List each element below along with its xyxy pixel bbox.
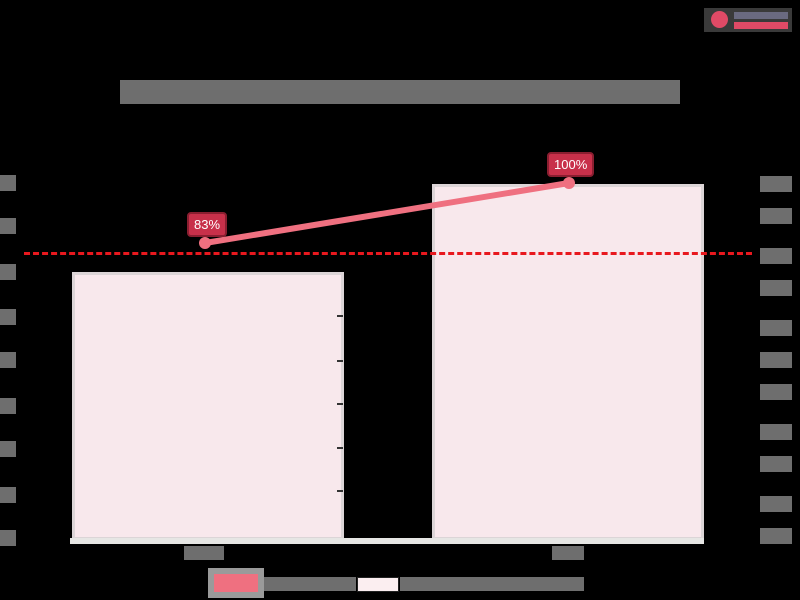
x-label-2	[552, 546, 584, 560]
y-right-tick	[760, 176, 792, 192]
y-left-tick	[0, 441, 16, 457]
reference-line	[24, 252, 752, 255]
y-right-tick	[760, 352, 792, 368]
bar-category-1	[72, 272, 344, 540]
y-right-tick	[760, 208, 792, 224]
data-label-1: 83%	[187, 212, 228, 237]
logo-text-bottom	[734, 22, 788, 29]
y-right-tick	[760, 424, 792, 440]
axis-tick	[337, 403, 343, 405]
y-left-tick	[0, 530, 16, 546]
axis-tick	[337, 315, 343, 317]
y-right-tick	[760, 280, 792, 296]
y-right-tick	[760, 248, 792, 264]
y-right-tick	[760, 456, 792, 472]
brand-logo	[704, 8, 792, 32]
y-left-tick	[0, 264, 16, 280]
data-label-2: 100%	[547, 152, 595, 177]
logo-text-top	[734, 12, 788, 19]
legend-swatch-bar	[357, 577, 399, 592]
y-right-tick	[760, 384, 792, 400]
axis-tick	[337, 490, 343, 492]
logo-icon	[711, 11, 728, 28]
x-axis-baseline	[70, 538, 704, 544]
axis-tick	[337, 447, 343, 449]
y-right-tick	[760, 320, 792, 336]
y-left-tick	[0, 175, 16, 191]
y-right-tick	[760, 496, 792, 512]
x-label-1	[184, 546, 224, 560]
bar-category-2	[432, 184, 704, 540]
y-right-tick	[760, 528, 792, 544]
legend-swatch-line	[208, 568, 264, 598]
y-left-tick	[0, 398, 16, 414]
y-left-tick	[0, 218, 16, 234]
legend-label-2	[400, 577, 584, 591]
chart-title	[120, 80, 680, 104]
y-left-tick	[0, 309, 16, 325]
y-left-tick	[0, 487, 16, 503]
axis-tick	[337, 360, 343, 362]
y-left-tick	[0, 352, 16, 368]
legend-label-1	[264, 577, 356, 591]
